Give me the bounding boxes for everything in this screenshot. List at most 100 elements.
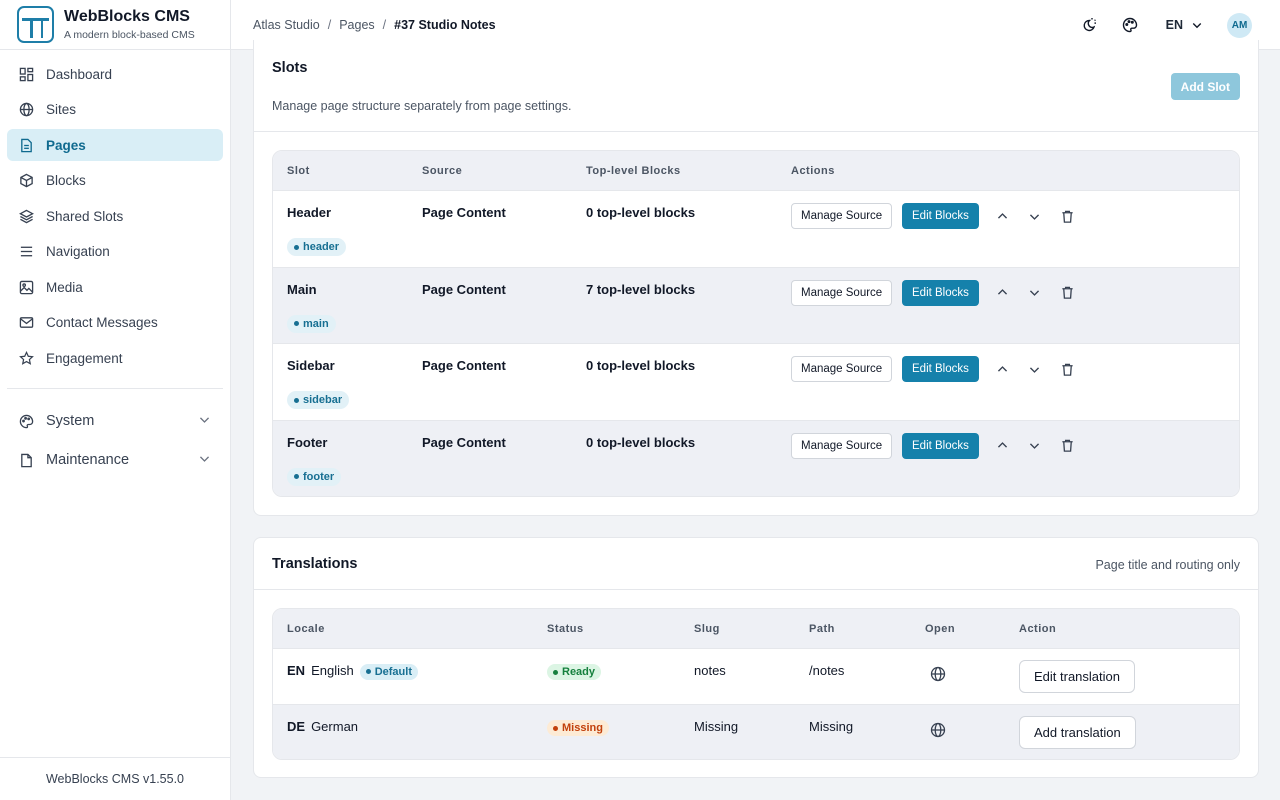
slot-name: Sidebar xyxy=(287,358,335,373)
column-header-open: Open xyxy=(925,623,956,635)
column-header-slot: Slot xyxy=(287,165,310,177)
slot-name: Header xyxy=(287,205,332,220)
edit-blocks-button[interactable]: Edit Blocks xyxy=(902,203,979,229)
edit-blocks-button[interactable]: Edit Blocks xyxy=(902,356,979,382)
chevron-up-icon[interactable] xyxy=(993,284,1011,302)
chevron-down-icon xyxy=(198,413,211,430)
manage-source-button[interactable]: Manage Source xyxy=(791,432,893,459)
manage-source-button[interactable]: Manage Source xyxy=(791,279,893,306)
sidebar-item-dashboard[interactable]: Dashboard xyxy=(7,58,223,90)
sidebar-group-label: System xyxy=(46,413,95,429)
column-header-source: Source xyxy=(422,165,463,177)
sidebar-item-contact-messages[interactable]: Contact Messages xyxy=(7,307,223,339)
trash-icon[interactable] xyxy=(1058,437,1076,455)
version-label: WebBlocks CMS v1.55.0 xyxy=(0,757,230,800)
sidebar-group-system[interactable]: System xyxy=(7,403,223,439)
table-row: EN English Default Ready notes /notes Edit… xyxy=(273,649,1239,705)
slots-table: Slot Source Top-level Blocks Actions Hea… xyxy=(272,150,1240,497)
sidebar-item-blocks[interactable]: Blocks xyxy=(7,165,223,197)
theme-toggle-icon[interactable] xyxy=(1078,15,1098,35)
chevron-up-icon[interactable] xyxy=(993,360,1011,378)
layers-icon xyxy=(19,209,34,224)
locale-code: EN xyxy=(287,663,306,678)
sidebar-item-label: Contact Messages xyxy=(46,315,158,330)
status-badge: Missing xyxy=(547,720,609,736)
add-slot-button[interactable]: Add Slot xyxy=(1170,73,1240,100)
slot-name: Main xyxy=(287,281,317,297)
sidebar-item-engagement[interactable]: Engagement xyxy=(7,342,223,374)
sidebar-group-maintenance[interactable]: Maintenance xyxy=(7,442,223,478)
slot-source: Page Content xyxy=(422,434,506,450)
translations-card: Translations Page title and routing only… xyxy=(253,537,1259,778)
breadcrumb-site[interactable]: Atlas Studio xyxy=(253,17,320,32)
add-translation-button[interactable]: Add translation xyxy=(1019,716,1136,749)
locale-code: DE xyxy=(287,719,306,734)
translations-note: Page title and routing only xyxy=(1095,558,1240,572)
edit-translation-button[interactable]: Edit translation xyxy=(1019,660,1135,693)
trash-icon[interactable] xyxy=(1058,207,1076,225)
star-icon xyxy=(19,350,34,366)
palette-icon[interactable] xyxy=(1120,15,1140,35)
status-badge: Ready xyxy=(547,664,602,680)
chevron-down-icon xyxy=(1192,23,1202,29)
chevron-down-icon xyxy=(198,452,211,469)
mail-icon xyxy=(19,315,34,330)
edit-blocks-button[interactable]: Edit Blocks xyxy=(902,279,979,306)
chevron-down-icon[interactable] xyxy=(1025,360,1043,378)
sidebar-item-sites[interactable]: Sites xyxy=(7,94,223,126)
globe-icon[interactable] xyxy=(930,666,946,685)
column-header-blocks: Top-level Blocks xyxy=(586,165,681,177)
chevron-down-icon[interactable] xyxy=(1025,437,1043,455)
chevron-up-icon[interactable] xyxy=(993,437,1011,455)
column-header-actions: Actions xyxy=(791,165,835,177)
avatar[interactable]: AM xyxy=(1227,12,1252,38)
sidebar-item-media[interactable]: Media xyxy=(7,271,223,303)
edit-blocks-button[interactable]: Edit Blocks xyxy=(902,432,979,459)
table-row: Sidebar sidebar Page Content 0 top-level… xyxy=(273,344,1239,421)
sidebar-item-label: Blocks xyxy=(46,173,86,188)
breadcrumb: Atlas Studio / Pages / #37 Studio Notes xyxy=(253,18,496,32)
locale-cell: EN English Default xyxy=(287,663,418,680)
manage-source-button[interactable]: Manage Source xyxy=(791,356,893,382)
brand-title: WebBlocks CMS xyxy=(64,8,190,25)
slot-tag: main xyxy=(287,314,336,333)
manage-source-button[interactable]: Manage Source xyxy=(791,203,893,229)
sidebar-item-navigation[interactable]: Navigation xyxy=(7,236,223,268)
brand-subtitle: A modern block-based CMS xyxy=(64,29,195,41)
page-icon xyxy=(19,138,34,153)
language-selector[interactable]: EN xyxy=(1166,18,1203,32)
column-header-path: Path xyxy=(809,623,835,635)
trash-icon[interactable] xyxy=(1058,360,1076,378)
webblocks-logo-icon xyxy=(17,6,54,43)
globe-icon xyxy=(19,102,34,117)
sidebar-item-pages[interactable]: Pages xyxy=(7,129,223,161)
path-value: /notes xyxy=(809,663,845,678)
sidebar-item-shared-slots[interactable]: Shared Slots xyxy=(7,200,223,232)
breadcrumb-separator: / xyxy=(382,17,387,32)
chevron-up-icon[interactable] xyxy=(993,207,1011,225)
slot-block-count: 0 top-level blocks xyxy=(586,358,696,373)
brand[interactable]: WebBlocks CMS A modern block-based CMS xyxy=(0,0,230,50)
slot-source: Page Content xyxy=(422,358,506,373)
locale-name: German xyxy=(311,719,359,734)
sidebar-item-label: Media xyxy=(46,279,83,295)
trash-icon[interactable] xyxy=(1058,284,1076,302)
sidebar-item-label: Sites xyxy=(46,102,77,117)
chevron-down-icon[interactable] xyxy=(1025,207,1043,225)
globe-icon[interactable] xyxy=(930,722,946,741)
sidebar-item-label: Dashboard xyxy=(46,66,113,82)
translations-table: Locale Status Slug Path Open Action EN En… xyxy=(272,608,1240,760)
breadcrumb-separator: / xyxy=(327,17,332,32)
sidebar: WebBlocks CMS A modern block-based CMS D… xyxy=(0,0,231,800)
slug-value: Missing xyxy=(694,719,739,734)
translations-title: Translations xyxy=(272,556,358,572)
slot-source: Page Content xyxy=(422,205,506,220)
slot-name: Footer xyxy=(287,434,328,450)
breadcrumb-section[interactable]: Pages xyxy=(339,17,375,32)
translations-header: Translations Page title and routing only xyxy=(254,538,1258,590)
sidebar-group-label: Maintenance xyxy=(46,452,130,468)
breadcrumb-current: #37 Studio Notes xyxy=(394,17,496,32)
sidebar-item-label: Engagement xyxy=(46,350,123,366)
chevron-down-icon[interactable] xyxy=(1025,284,1043,302)
locale-cell: DE German xyxy=(287,719,358,734)
